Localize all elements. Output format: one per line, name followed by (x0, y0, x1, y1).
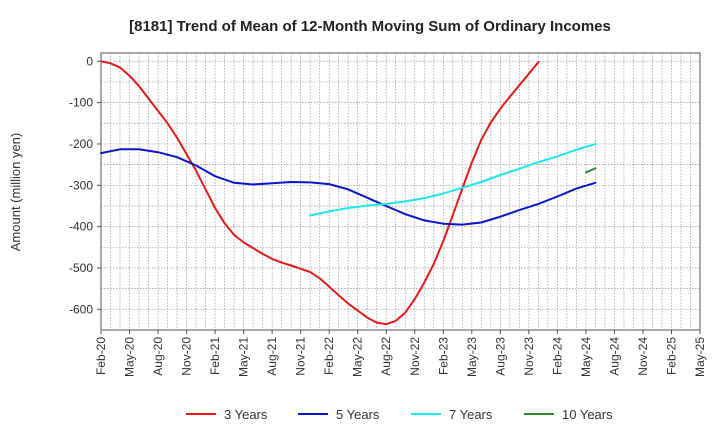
x-tick-label: Aug-23 (493, 337, 507, 376)
y-tick-label: -100 (69, 96, 93, 110)
x-tick-label: May-22 (351, 337, 365, 377)
series-line-5-years (100, 148, 597, 226)
y-tick-label: -300 (69, 178, 93, 192)
legend: 3 Years 5 Years 7 Years 10 Years (186, 407, 613, 422)
y-tick-label: 0 (86, 54, 93, 68)
y-tick-label: -600 (69, 302, 93, 316)
x-tick-label: May-24 (579, 337, 593, 377)
x-tick-label: Feb-20 (94, 337, 108, 375)
y-tick-label: -500 (69, 261, 93, 275)
x-tick-label: Feb-25 (664, 337, 678, 375)
chart-title: [8181] Trend of Mean of 12-Month Moving … (129, 18, 611, 35)
x-tick-label: Nov-21 (294, 337, 308, 376)
x-tick-label: Nov-24 (636, 337, 650, 376)
x-tick-label: Nov-20 (180, 337, 194, 376)
x-tick-label: Nov-23 (522, 337, 536, 376)
legend-label-7-years: 7 Years (449, 407, 493, 422)
x-tick-label: May-25 (693, 337, 707, 377)
series-line-10-years (584, 167, 597, 174)
x-tick-label: May-20 (123, 337, 137, 377)
legend-label-3-years: 3 Years (224, 407, 268, 422)
plot-area: 0 -100 -200 -300 -400 -500 -600 Feb-20 May-20 Aug… (69, 52, 707, 377)
y-tick-label: -200 (69, 137, 93, 151)
x-tick-label: Aug-24 (607, 337, 621, 376)
plot-frame (100, 52, 701, 331)
x-tick-label: Aug-22 (379, 337, 393, 376)
legend-label-5-years: 5 Years (336, 407, 380, 422)
series-line-7-years (309, 143, 597, 217)
x-tick-label: May-23 (465, 337, 479, 377)
plot-background (101, 53, 700, 330)
y-tick-label: -400 (69, 220, 93, 234)
legend-label-10-years: 10 Years (562, 407, 613, 422)
series-line-3-years (100, 60, 540, 326)
x-tick-label: Feb-22 (322, 337, 336, 375)
x-tick-label: May-21 (237, 337, 251, 377)
y-axis-label: Amount (million yen) (8, 133, 23, 252)
x-tick-label: Feb-21 (208, 337, 222, 375)
x-tick-label: Aug-20 (151, 337, 165, 376)
x-tick-label: Aug-21 (265, 337, 279, 376)
x-tick-label: Nov-22 (408, 337, 422, 376)
x-tick-label: Feb-23 (436, 337, 450, 375)
x-tick-label: Feb-24 (550, 337, 564, 375)
